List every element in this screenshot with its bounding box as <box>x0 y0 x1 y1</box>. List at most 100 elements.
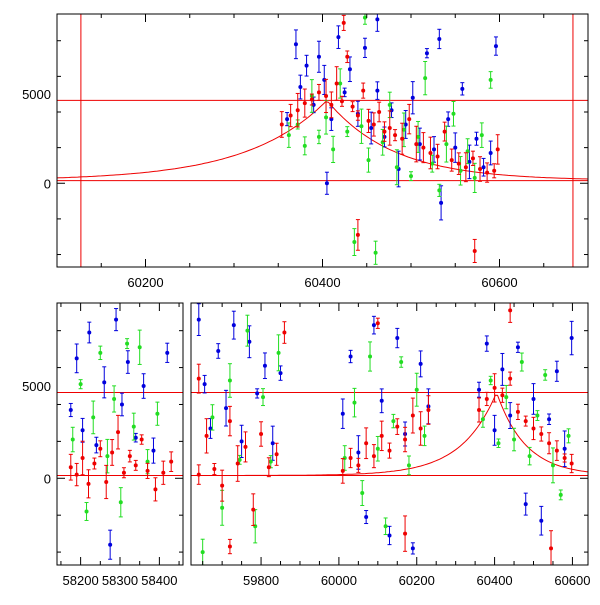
data-point <box>393 133 398 138</box>
data-point <box>133 463 138 468</box>
bottom-seg0-point-green <box>137 329 142 365</box>
data-point <box>200 550 205 555</box>
data-point <box>338 81 343 86</box>
data-point <box>485 170 490 175</box>
data-point <box>460 86 465 91</box>
bottom-seg1-point-red <box>515 403 520 421</box>
top-point-red <box>350 101 355 113</box>
data-point <box>74 472 79 477</box>
top-point-red <box>393 129 398 142</box>
bottom-seg1-point-red <box>569 453 574 474</box>
data-point <box>355 232 360 237</box>
data-point <box>137 345 142 350</box>
bottom-seg1-point-red <box>364 427 369 460</box>
data-point <box>288 113 293 118</box>
data-point <box>212 467 217 472</box>
bottom-seg0-point-red <box>68 453 73 481</box>
bottom-seg1-point-blue <box>500 352 505 386</box>
data-point <box>110 450 115 455</box>
top-point-red <box>387 110 392 146</box>
data-point <box>480 417 485 422</box>
bottom-seg1-point-blue <box>340 398 345 429</box>
bottom-seg1-point-red <box>227 538 232 555</box>
bottom-seg0-point-blue <box>108 529 113 560</box>
bottom-seg0-point-red <box>169 451 174 472</box>
top-point-red <box>361 82 366 99</box>
top-series-red <box>279 14 500 264</box>
top-point-green <box>345 126 350 138</box>
data-point <box>345 129 350 134</box>
top-point-red <box>302 88 307 118</box>
data-point <box>279 122 284 127</box>
data-point <box>282 330 287 335</box>
data-point <box>324 93 329 98</box>
bottom-seg0-point-green <box>125 338 130 350</box>
top-point-red <box>371 112 376 137</box>
bottom-seg1-point-blue <box>418 350 423 378</box>
data-point <box>247 339 252 344</box>
data-point <box>285 117 290 122</box>
data-point <box>208 426 213 431</box>
data-point <box>348 455 353 460</box>
bottom-seg1-point-blue <box>379 388 384 414</box>
bottom-seg1-point-green <box>496 438 501 448</box>
top-point-green <box>366 147 371 173</box>
data-point <box>342 90 347 95</box>
data-point <box>549 546 554 551</box>
data-point <box>286 133 291 138</box>
top-point-green <box>437 183 442 197</box>
data-point <box>316 134 321 139</box>
data-point <box>409 174 413 179</box>
data-point <box>104 479 109 484</box>
bottom-seg1-point-red <box>204 418 209 454</box>
data-point <box>379 398 384 403</box>
data-point <box>298 85 303 90</box>
top-point-red <box>485 162 490 183</box>
top-point-blue <box>437 28 442 50</box>
data-point <box>204 433 209 438</box>
data-point <box>356 463 361 468</box>
data-point <box>259 432 264 436</box>
bottom-seg1-point-blue <box>231 310 236 340</box>
bottom-seg0-xtick-label: 58300 <box>102 573 138 588</box>
data-point <box>484 341 489 346</box>
data-point <box>382 129 387 134</box>
data-point <box>375 321 380 326</box>
bottom-ytick-label: 0 <box>44 471 51 486</box>
data-point <box>387 126 392 131</box>
bottom-seg1-point-red <box>356 457 361 473</box>
top-point-red <box>316 83 321 101</box>
bottom-seg0-point-blue <box>141 373 146 399</box>
data-point <box>375 446 380 451</box>
top-point-blue <box>375 14 380 32</box>
data-point <box>371 122 376 127</box>
data-point <box>341 20 346 25</box>
bottom-seg1-point-green <box>383 517 388 536</box>
data-point <box>116 430 121 435</box>
bottom-seg0-point-blue <box>80 417 85 443</box>
bottom-seg1-point-red <box>379 420 384 452</box>
data-point <box>371 454 376 459</box>
data-point <box>421 145 426 150</box>
data-point <box>442 129 447 134</box>
data-point <box>496 441 501 446</box>
bottom-seg1-point-red <box>282 321 287 344</box>
bottom-seg1-point-blue <box>196 303 201 336</box>
data-point <box>91 415 96 420</box>
data-point <box>196 317 201 322</box>
data-point <box>342 455 347 460</box>
bottom-seg1-point-red <box>508 303 513 323</box>
data-point <box>356 450 361 455</box>
top-point-red <box>366 108 371 133</box>
bottom-seg1-point-green <box>276 334 281 372</box>
top-point-blue <box>369 111 374 145</box>
data-point <box>422 433 427 438</box>
bottom-seg0-point-green <box>98 345 103 361</box>
top-series-blue <box>285 14 498 221</box>
top-point-green <box>458 156 463 186</box>
data-point <box>361 88 366 93</box>
bottom-seg1-point-blue <box>262 352 267 380</box>
data-point <box>515 345 520 350</box>
data-point <box>94 443 99 448</box>
data-point <box>74 356 79 361</box>
